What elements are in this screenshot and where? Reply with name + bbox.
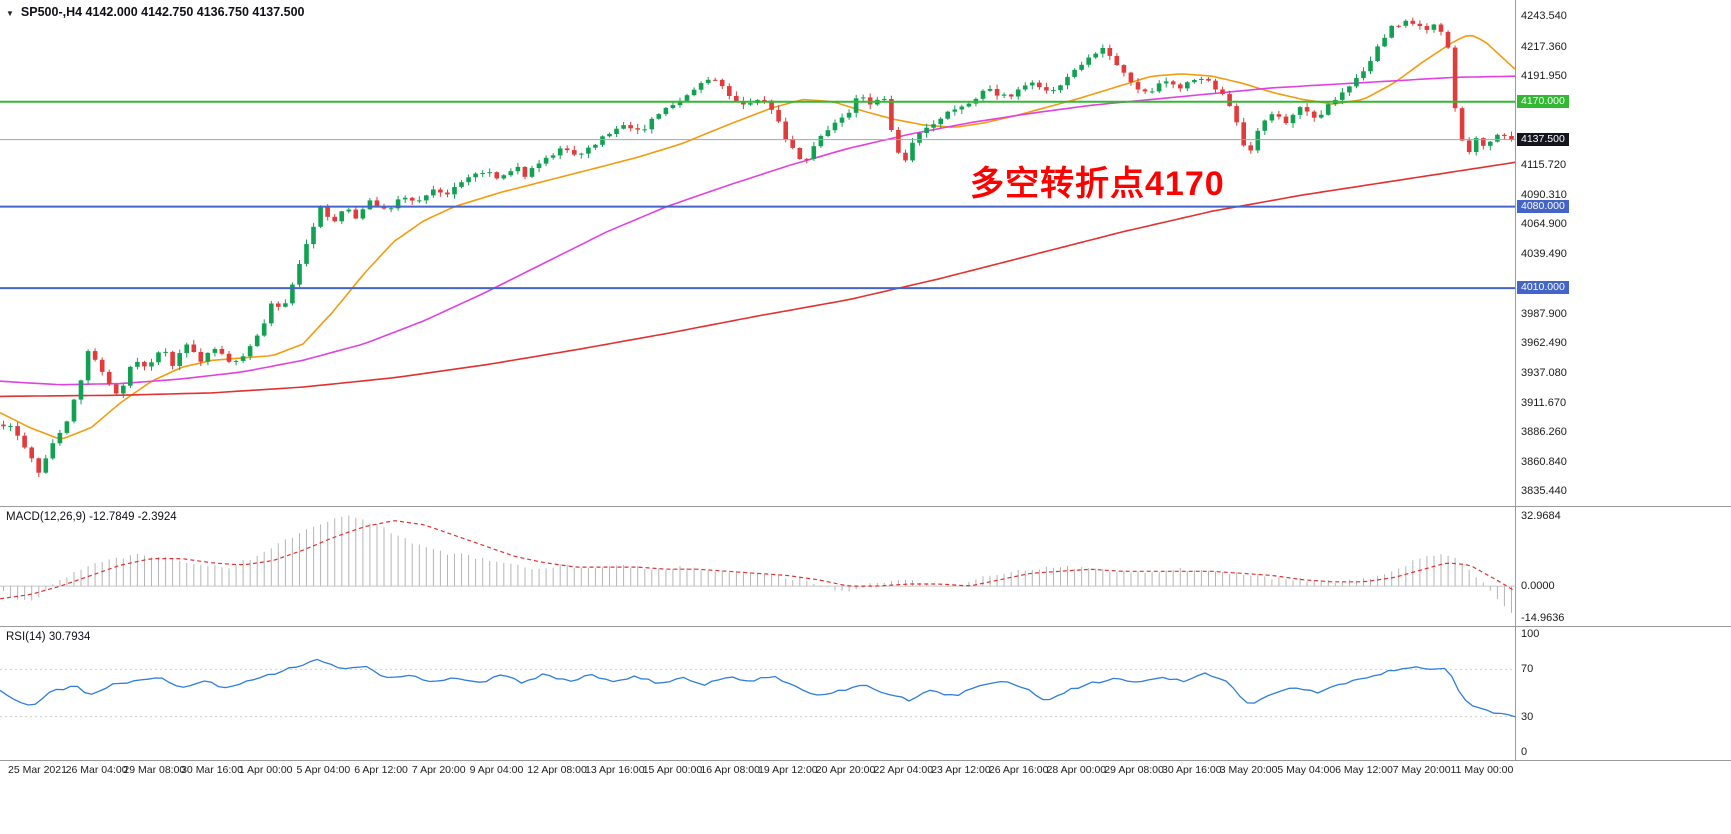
time-axis-label: 22 Apr 04:00 [873, 764, 934, 776]
price-axis-tick: 3911.670 [1521, 396, 1567, 409]
annotation-text: 多空转折点4170 [970, 165, 1225, 203]
price-axis-tick: 4243.540 [1521, 10, 1567, 23]
price-badge-4010.000: 4010.000 [1517, 281, 1569, 295]
time-axis-label: 28 Apr 00:00 [1046, 764, 1107, 776]
symbol-dropdown-icon[interactable]: ▼ [6, 8, 14, 18]
time-axis-label: 6 May 12:00 [1335, 764, 1393, 776]
rsi-axis-tick: 30 [1521, 710, 1534, 723]
chart-header: ▼ SP500-,H4 4142.000 4142.750 4136.750 4… [6, 5, 305, 19]
price-axis-tick: 3987.900 [1521, 307, 1567, 320]
time-axis-label: 26 Apr 16:00 [988, 764, 1049, 776]
price-axis-tick: 3937.080 [1521, 366, 1567, 379]
ma-lines [0, 34, 1516, 440]
symbol-ohlc-text: SP500-,H4 4142.000 4142.750 4136.750 413… [20, 5, 305, 19]
macd-label: MACD(12,26,9) -12.7849 -2.3924 [6, 511, 177, 523]
price-axis-tick: 3835.440 [1521, 485, 1567, 498]
price-badge-4137.500: 4137.500 [1517, 132, 1569, 146]
time-axis-label: 12 Apr 08:00 [527, 764, 587, 776]
time-axis-label: 19 Apr 12:00 [758, 764, 818, 776]
time-axis-label: 15 Apr 00:00 [642, 764, 703, 776]
price-axis-tick: 3962.490 [1521, 337, 1567, 350]
time-axis-label: 20 Apr 20:00 [815, 764, 876, 776]
time-axis-label: 5 Apr 04:00 [296, 764, 351, 776]
rsi-line [0, 658, 1516, 718]
price-badge-4170.000: 4170.000 [1517, 94, 1569, 108]
price-axis-tick: 4064.900 [1521, 218, 1567, 231]
time-axis-label: 30 Mar 16:00 [181, 764, 243, 776]
macd-axis-tick: 0.0000 [1521, 580, 1555, 593]
macd-axis-tick: 32.9684 [1521, 510, 1561, 523]
macd-signal-line [0, 520, 1516, 600]
time-axis-label: 3 May 20:00 [1219, 764, 1278, 776]
price-axis-tick: 3886.260 [1521, 426, 1567, 439]
price-axis-tick: 4115.720 [1521, 159, 1567, 171]
price-axis-tick: 4191.950 [1521, 70, 1567, 83]
time-axis-label: 7 Apr 20:00 [411, 764, 466, 776]
time-axis-label: 6 Apr 12:00 [354, 764, 408, 776]
price-axis-tick: 4039.490 [1521, 247, 1567, 260]
rsi-axis-tick: 100 [1521, 627, 1540, 640]
time-axis-label: 13 Apr 16:00 [585, 764, 645, 776]
time-axis-label: 7 May 20:00 [1392, 764, 1451, 776]
ma-slow-line [0, 161, 1516, 398]
candlestick-series [1, 17, 1514, 478]
time-axis-label: 29 Mar 08:00 [123, 764, 186, 776]
time-axis-label: 23 Apr 12:00 [931, 764, 991, 776]
ma-mid-line [0, 75, 1516, 386]
time-axis-label: 26 Mar 04:00 [65, 764, 128, 776]
macd-histogram [3, 515, 1512, 613]
rsi-axis-tick: 0 [1521, 746, 1528, 759]
time-axis-label: 29 Apr 08:00 [1104, 764, 1164, 776]
time-axis-label: 11 May 00:00 [1450, 764, 1514, 776]
rsi-axis-tick: 70 [1521, 663, 1534, 676]
price-axis-tick: 3860.840 [1521, 455, 1567, 468]
time-axis-label: 16 Apr 08:00 [700, 764, 760, 776]
time-axis-label: 30 Apr 16:00 [1162, 764, 1222, 776]
ma-fast-line [0, 34, 1516, 440]
time-axis-label: 9 Apr 04:00 [469, 764, 524, 776]
price-badge-4080.000: 4080.000 [1517, 199, 1569, 213]
price-axis-tick: 4217.360 [1521, 40, 1567, 53]
price-axis-tick: 4090.310 [1521, 188, 1567, 201]
macd-axis-tick: -14.9636 [1521, 611, 1565, 624]
time-axis-label: 25 Mar 2021 [8, 764, 67, 776]
time-axis-label: 5 May 04:00 [1277, 764, 1336, 776]
rsi-label: RSI(14) 30.7934 [6, 631, 91, 643]
time-axis-label: 1 Apr 00:00 [238, 764, 293, 776]
